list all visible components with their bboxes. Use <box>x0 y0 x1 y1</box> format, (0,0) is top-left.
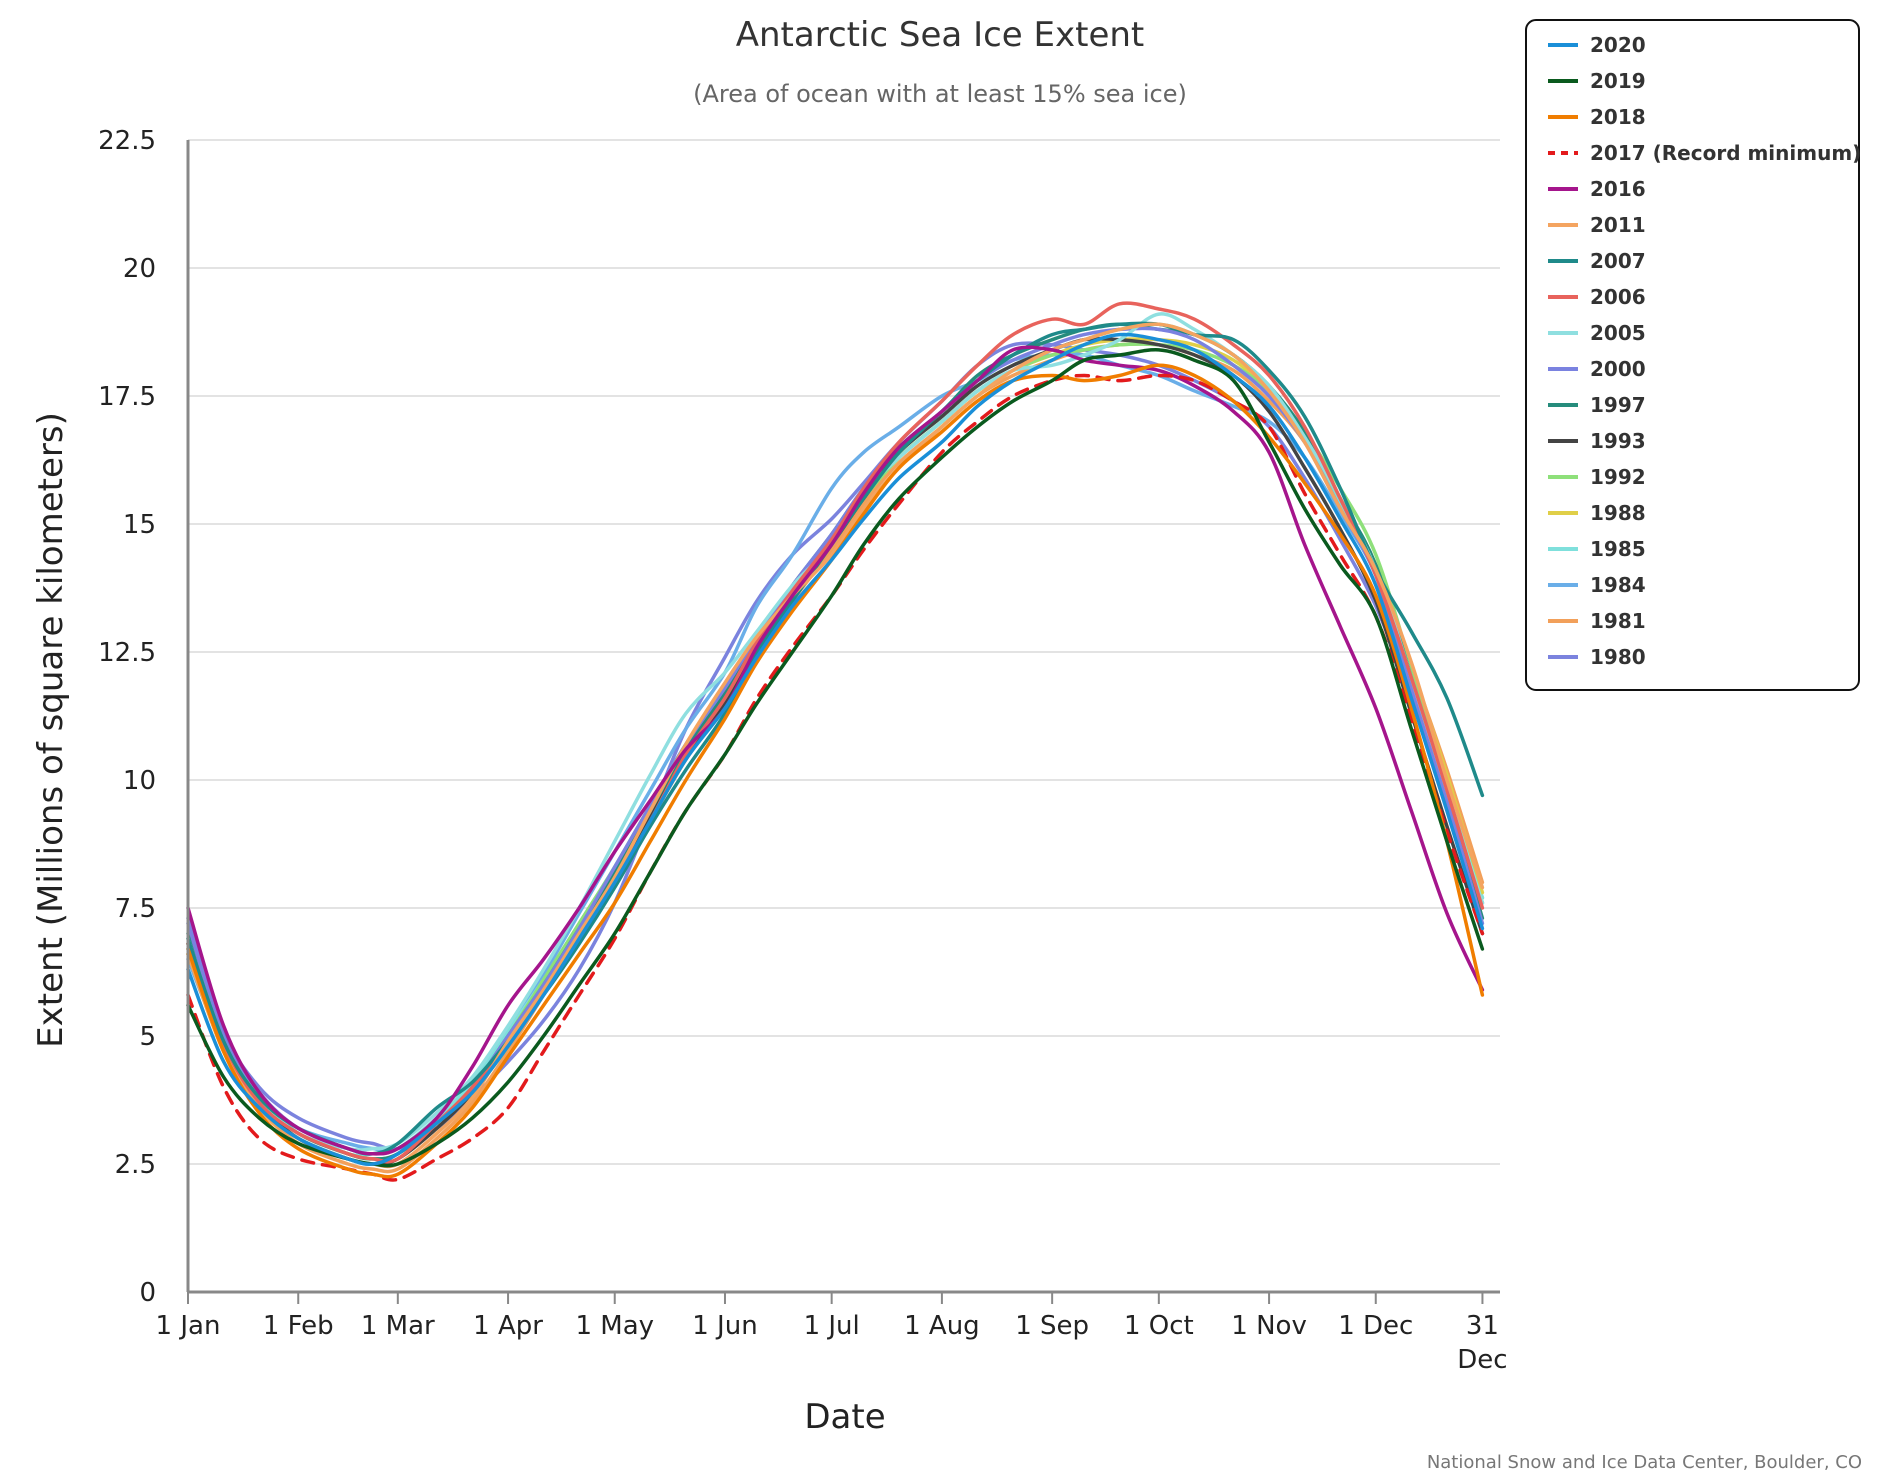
legend-label: 2000 <box>1590 357 1646 381</box>
legend-label: 2018 <box>1590 105 1646 129</box>
y-tick-label: 22.5 <box>98 126 156 156</box>
y-axis-title: Extent (Millions of square kilometers) <box>31 412 71 1048</box>
y-tick-label: 2.5 <box>115 1150 156 1180</box>
legend-label: 2020 <box>1590 33 1646 57</box>
legend-label: 2019 <box>1590 69 1646 93</box>
x-tick-label: 1 Oct <box>1124 1311 1194 1341</box>
x-tick-label: 1 Jul <box>804 1311 860 1341</box>
x-tick-label: 1 Jan <box>156 1311 221 1341</box>
y-tick-label: 0 <box>139 1278 156 1308</box>
x-tick-label: 1 Nov <box>1231 1311 1307 1341</box>
x-tick-label: 1 Apr <box>473 1311 543 1341</box>
legend-label: 2016 <box>1590 177 1646 201</box>
x-tick-label: 1 Jun <box>692 1311 757 1341</box>
y-tick-label: 15 <box>123 510 156 540</box>
legend-label: 1984 <box>1590 573 1646 597</box>
legend-label: 1980 <box>1590 645 1646 669</box>
x-tick-label: 1 Aug <box>904 1311 980 1341</box>
x-tick-label-line2: Dec <box>1457 1345 1507 1375</box>
x-axis-ticks: 1 Jan 1 Feb 1 Mar 1 Apr 1 May 1 Jun 1 Jul 1 Aug… <box>156 1292 1508 1375</box>
x-tick-label: 1 Feb <box>263 1311 334 1341</box>
legend: 2020 2019 2018 2017 (Record minimum) 2016 201… <box>1525 19 1861 691</box>
x-tick-label: 1 Sep <box>1015 1311 1089 1341</box>
series-line-1980 <box>186 341 1485 1151</box>
series-line-1984 <box>186 352 1485 1153</box>
y-tick-label: 20 <box>123 254 156 284</box>
y-tick-label: 17.5 <box>98 382 156 412</box>
x-tick-label: 31 <box>1466 1311 1499 1341</box>
chart-subtitle: (Area of ocean with at least 15% sea ice… <box>693 80 1187 108</box>
x-tick-label: 1 May <box>575 1311 654 1341</box>
legend-label: 2017 (Record minimum) <box>1590 141 1861 165</box>
legend-label: 1993 <box>1590 429 1646 453</box>
y-axis-ticks: 0 2.5 5 7.5 10 12.5 15 17.5 20 22.5 <box>98 126 156 1308</box>
x-tick-label: 1 Mar <box>361 1311 435 1341</box>
legend-label: 2007 <box>1590 249 1646 273</box>
series-line-2019 <box>186 348 1485 1168</box>
x-axis-title: Date <box>804 1397 885 1437</box>
series-lines <box>186 301 1485 1182</box>
series-line-2016 <box>186 345 1485 1156</box>
legend-label: 1981 <box>1590 609 1646 633</box>
chart-title: Antarctic Sea Ice Extent <box>736 15 1145 55</box>
gridlines <box>188 139 1500 1165</box>
legend-label: 1997 <box>1590 393 1646 417</box>
x-tick-label: 1 Dec <box>1338 1311 1413 1341</box>
legend-label: 1985 <box>1590 537 1646 561</box>
legend-label: 2006 <box>1590 285 1646 309</box>
y-tick-label: 12.5 <box>98 638 156 668</box>
series-line-2018 <box>186 363 1485 1179</box>
y-tick-label: 5 <box>139 1022 156 1052</box>
legend-label: 1988 <box>1590 501 1646 525</box>
y-tick-label: 10 <box>123 766 156 796</box>
series-line-2006 <box>186 301 1485 1164</box>
series-line-2007 <box>186 321 1485 1156</box>
y-tick-label: 7.5 <box>115 894 156 924</box>
series-line-1985 <box>186 322 1485 1158</box>
legend-label: 2011 <box>1590 213 1646 237</box>
legend-items: 2020 2019 2018 2017 (Record minimum) 2016 201… <box>1548 33 1861 669</box>
series-line-2020 <box>186 332 1485 1166</box>
legend-label: 1992 <box>1590 465 1646 489</box>
series-line-1981 <box>186 342 1485 1174</box>
credit-text: National Snow and Ice Data Center, Bould… <box>1427 1452 1862 1473</box>
legend-label: 2005 <box>1590 321 1646 345</box>
legend-box <box>1525 19 1860 691</box>
